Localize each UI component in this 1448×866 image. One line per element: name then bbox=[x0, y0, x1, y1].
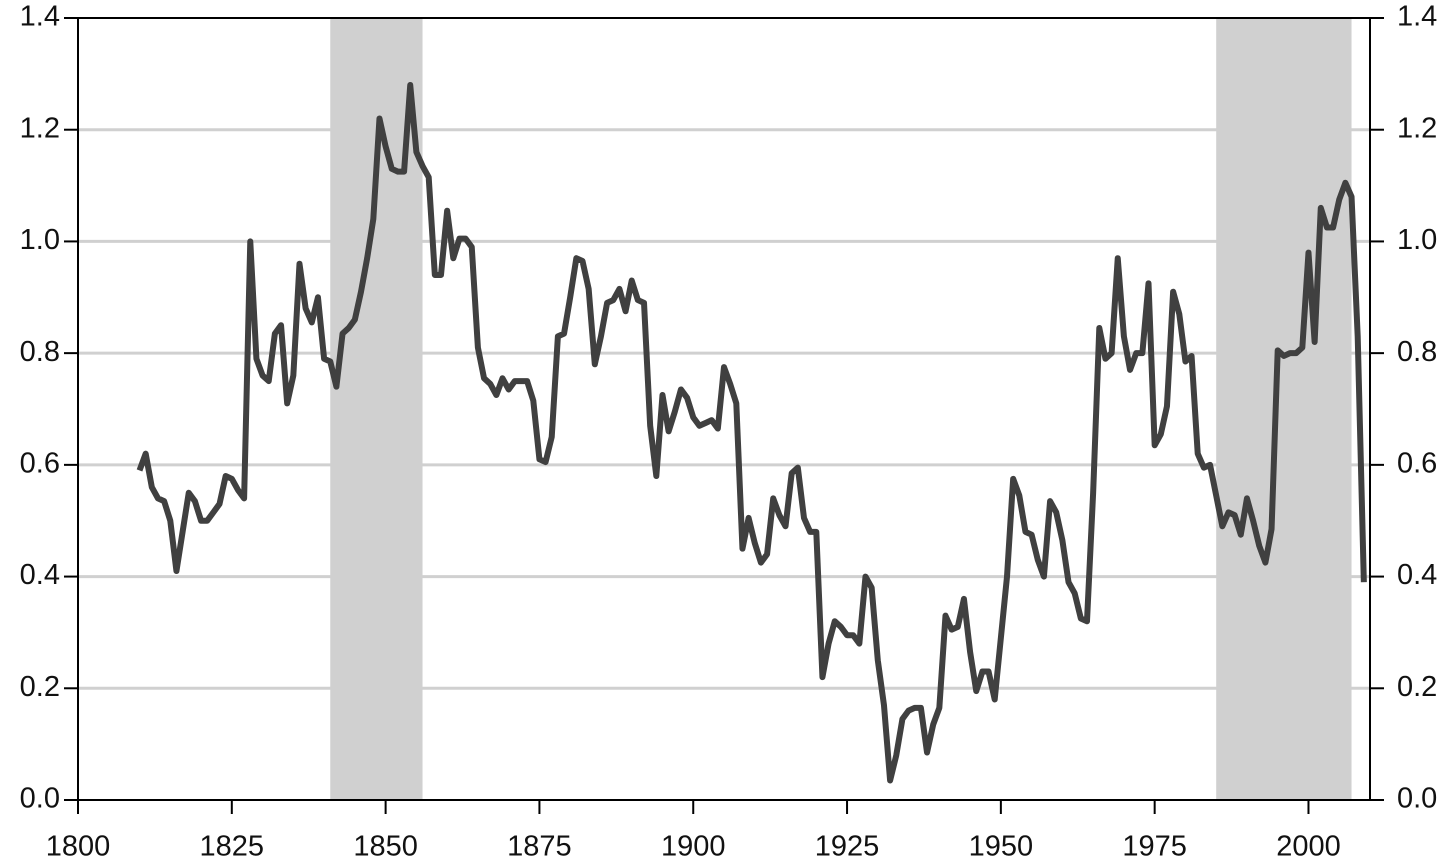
y-tick-label: 0.2 bbox=[20, 671, 60, 703]
x-tick-label: 1975 bbox=[1122, 831, 1187, 863]
x-tick-label: 1825 bbox=[200, 831, 265, 863]
y-tick-label: 1.2 bbox=[20, 112, 60, 144]
y2-tick-label: 1.0 bbox=[1397, 224, 1437, 256]
x-tick-label: 2000 bbox=[1276, 831, 1341, 863]
y-tick-label: 0.0 bbox=[20, 783, 60, 815]
y2-tick-label: 0.4 bbox=[1397, 559, 1437, 591]
x-tick-label: 1925 bbox=[815, 831, 880, 863]
y-tick-label: 1.0 bbox=[20, 224, 60, 256]
y2-tick-label: 1.4 bbox=[1397, 1, 1437, 33]
x-tick-label: 1900 bbox=[661, 831, 726, 863]
y-tick-label: 1.4 bbox=[20, 1, 60, 33]
y-tick-label: 0.8 bbox=[20, 336, 60, 368]
shaded-region bbox=[1216, 18, 1352, 800]
data-line bbox=[136, 82, 1367, 784]
plot-frame bbox=[77, 17, 1371, 801]
y-tick-label: 0.4 bbox=[20, 559, 60, 591]
x-tick-label: 1950 bbox=[969, 831, 1034, 863]
y2-tick-label: 0.0 bbox=[1397, 783, 1437, 815]
x-tick-label: 1875 bbox=[507, 831, 572, 863]
y2-tick-label: 0.2 bbox=[1397, 671, 1437, 703]
y2-tick-label: 0.6 bbox=[1397, 448, 1437, 480]
y2-tick-label: 0.8 bbox=[1397, 336, 1437, 368]
y-tick-label: 0.6 bbox=[20, 448, 60, 480]
y2-tick-label: 1.2 bbox=[1397, 112, 1437, 144]
x-tick-label: 1850 bbox=[353, 831, 418, 863]
x-tick-label: 1800 bbox=[46, 831, 111, 863]
